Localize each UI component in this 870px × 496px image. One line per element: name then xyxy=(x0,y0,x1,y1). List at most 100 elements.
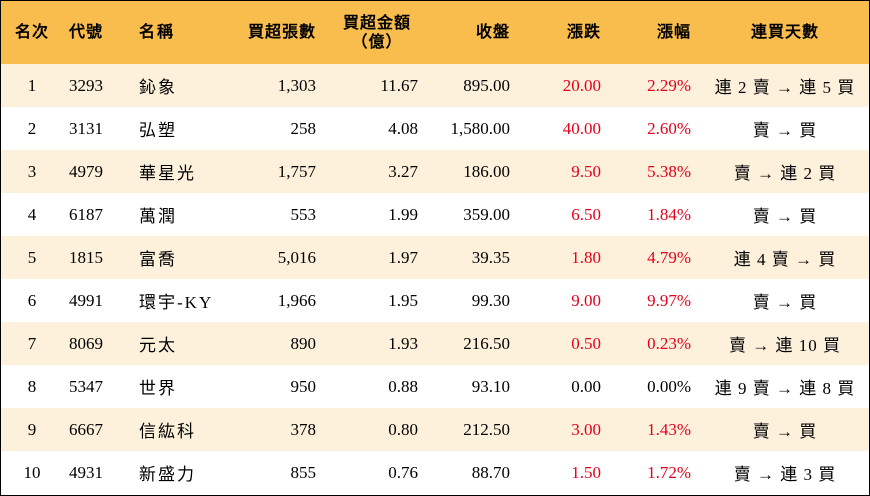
cell-name: 鈊象 xyxy=(139,78,177,97)
cell-close: 93.10 xyxy=(471,376,510,396)
cell-change: 9.00 xyxy=(571,290,601,310)
table-row: 2 3131 弘塑 258 4.08 1,580.00 40.00 2.60% 賣 → 買 xyxy=(1,107,869,150)
cell-rank: 10 xyxy=(23,462,41,482)
cell-code: 1815 xyxy=(69,247,103,267)
cell-close: 895.00 xyxy=(463,75,510,95)
cell-amount: 3.27 xyxy=(388,161,418,181)
cell-name: 元太 xyxy=(139,336,177,355)
cell-change: 0.50 xyxy=(571,333,601,353)
cell-rank: 2 xyxy=(27,118,37,138)
cell-streak: 賣 → 買 xyxy=(752,293,818,312)
cell-streak: 賣 → 買 xyxy=(752,422,818,441)
cell-change: 0.00 xyxy=(571,376,601,396)
cell-rank: 3 xyxy=(27,161,37,181)
cell-streak: 連 9 賣 → 連 8 買 xyxy=(714,379,856,398)
cell-rank: 4 xyxy=(27,204,37,224)
cell-close: 359.00 xyxy=(463,204,510,224)
cell-net-lots: 5,016 xyxy=(277,247,316,267)
header-net-lots: 買超張數 xyxy=(247,24,316,41)
cell-pct: 1.43% xyxy=(647,419,691,439)
cell-name: 弘塑 xyxy=(139,121,177,140)
cell-pct: 5.38% xyxy=(647,161,691,181)
cell-change: 3.00 xyxy=(571,419,601,439)
cell-amount: 4.08 xyxy=(388,118,418,138)
header-change: 漲跌 xyxy=(566,24,601,41)
cell-change: 9.50 xyxy=(571,161,601,181)
cell-net-lots: 855 xyxy=(290,462,317,482)
cell-net-lots: 950 xyxy=(290,376,317,396)
cell-rank: 6 xyxy=(27,290,37,310)
cell-change: 20.00 xyxy=(562,75,601,95)
cell-close: 1,580.00 xyxy=(450,118,511,138)
cell-rank: 9 xyxy=(27,419,37,439)
table-row: 5 1815 富喬 5,016 1.97 39.35 1.80 4.79% 連 4 賣 → 買 xyxy=(1,236,869,279)
cell-pct: 2.29% xyxy=(647,75,691,95)
cell-code: 3131 xyxy=(69,118,103,138)
cell-net-lots: 1,303 xyxy=(277,75,316,95)
cell-net-lots: 890 xyxy=(290,333,317,353)
cell-amount: 0.76 xyxy=(388,462,418,482)
header-streak: 連買天數 xyxy=(750,24,819,41)
cell-amount: 1.99 xyxy=(388,204,418,224)
header-rank: 名次 xyxy=(14,24,49,41)
cell-net-lots: 553 xyxy=(290,204,317,224)
cell-code: 6187 xyxy=(69,204,103,224)
header-name: 名稱 xyxy=(139,24,176,41)
cell-code: 5347 xyxy=(69,376,103,396)
cell-pct: 1.84% xyxy=(647,204,691,224)
cell-net-lots: 378 xyxy=(290,419,317,439)
cell-amount: 1.93 xyxy=(388,333,418,353)
cell-pct: 4.79% xyxy=(647,247,691,267)
cell-code: 8069 xyxy=(69,333,103,353)
cell-pct: 0.23% xyxy=(647,333,691,353)
cell-net-lots: 1,966 xyxy=(277,290,316,310)
cell-rank: 7 xyxy=(27,333,37,353)
cell-change: 40.00 xyxy=(562,118,601,138)
cell-change: 1.50 xyxy=(571,462,601,482)
cell-name: 環宇-KY xyxy=(139,293,214,312)
table-header-row: 名次 代號 名稱 買超張數 買超金額 （億） 收盤 漲跌 漲幅 連買天數 xyxy=(1,1,869,64)
cell-name: 富喬 xyxy=(139,250,177,269)
cell-net-lots: 258 xyxy=(290,118,317,138)
table-row: 3 4979 華星光 1,757 3.27 186.00 9.50 5.38% 賣 → 連 2 … xyxy=(1,150,869,193)
cell-amount: 0.80 xyxy=(388,419,418,439)
header-amount-line1: 買超金額 xyxy=(342,14,411,32)
cell-code: 4931 xyxy=(69,462,103,482)
cell-change: 1.80 xyxy=(571,247,601,267)
cell-streak: 賣 → 買 xyxy=(752,121,818,140)
cell-name: 萬潤 xyxy=(139,207,177,226)
cell-streak: 連 2 賣 → 連 5 買 xyxy=(714,78,856,97)
cell-code: 6667 xyxy=(69,419,103,439)
cell-name: 華星光 xyxy=(139,164,196,183)
cell-pct: 0.00% xyxy=(647,376,691,396)
cell-close: 216.50 xyxy=(463,333,510,353)
table-row: 10 4931 新盛力 855 0.76 88.70 1.50 1.72% 賣 → 連 3 買 xyxy=(1,451,869,494)
cell-pct: 2.60% xyxy=(647,118,691,138)
header-close: 收盤 xyxy=(475,24,510,41)
table-body: 1 3293 鈊象 1,303 11.67 895.00 20.00 2.29% 連 2 賣 →… xyxy=(1,64,869,494)
table-row: 7 8069 元太 890 1.93 216.50 0.50 0.23% 賣 → 連 10 買 xyxy=(1,322,869,365)
cell-close: 212.50 xyxy=(463,419,510,439)
cell-streak: 賣 → 連 10 買 xyxy=(729,336,841,355)
cell-change: 6.50 xyxy=(571,204,601,224)
cell-close: 39.35 xyxy=(471,247,510,267)
cell-net-lots: 1,757 xyxy=(277,161,316,181)
cell-amount: 0.88 xyxy=(388,376,418,396)
table-row: 4 6187 萬潤 553 1.99 359.00 6.50 1.84% 賣 → 買 xyxy=(1,193,869,236)
table-row: 6 4991 環宇-KY 1,966 1.95 99.30 9.00 9.97% 賣 → 買 xyxy=(1,279,869,322)
cell-streak: 賣 → 連 3 買 xyxy=(733,465,837,484)
cell-amount: 11.67 xyxy=(380,75,418,95)
cell-amount: 1.97 xyxy=(388,247,418,267)
cell-code: 4979 xyxy=(69,161,103,181)
cell-close: 99.30 xyxy=(471,290,510,310)
cell-pct: 9.97% xyxy=(647,290,691,310)
cell-name: 信紘科 xyxy=(139,422,196,441)
cell-close: 88.70 xyxy=(471,462,510,482)
cell-pct: 1.72% xyxy=(647,462,691,482)
table-row: 1 3293 鈊象 1,303 11.67 895.00 20.00 2.29% 連 2 賣 →… xyxy=(1,64,869,107)
header-amount: 買超金額 （億） xyxy=(326,1,428,64)
table-row: 9 6667 信紘科 378 0.80 212.50 3.00 1.43% 賣 → 買 xyxy=(1,408,869,451)
header-amount-line2: （億） xyxy=(351,33,403,51)
cell-amount: 1.95 xyxy=(388,290,418,310)
